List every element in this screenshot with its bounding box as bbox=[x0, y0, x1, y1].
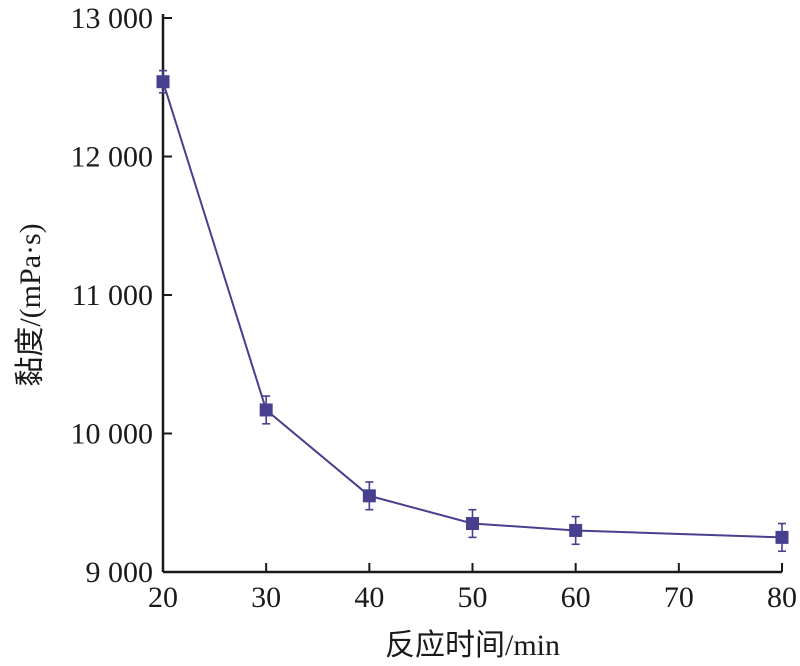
x-tick-label: 80 bbox=[767, 581, 797, 614]
y-tick-label: 13 000 bbox=[71, 2, 154, 35]
data-point bbox=[156, 75, 170, 89]
axes bbox=[161, 14, 782, 574]
series-layer bbox=[156, 69, 789, 553]
y-tick-label: 11 000 bbox=[72, 279, 153, 312]
y-tick-label: 12 000 bbox=[71, 141, 154, 174]
x-tick-label: 50 bbox=[458, 581, 488, 614]
x-ticks: 20 30 40 50 60 70 80 bbox=[148, 563, 797, 614]
x-tick-label: 70 bbox=[664, 581, 694, 614]
x-axis-label: 反应时间/min bbox=[385, 629, 560, 662]
data-point bbox=[775, 530, 789, 544]
data-point bbox=[362, 489, 376, 503]
y-tick-label: 10 000 bbox=[71, 418, 154, 451]
x-tick-label: 20 bbox=[148, 581, 178, 614]
data-point bbox=[569, 523, 583, 537]
x-tick-label: 40 bbox=[354, 581, 384, 614]
y-axis-label: 黏度/(mPa·s) bbox=[14, 223, 47, 386]
data-point bbox=[259, 403, 273, 417]
x-tick-label: 30 bbox=[251, 581, 281, 614]
data-point bbox=[466, 517, 479, 531]
x-tick-label: 60 bbox=[561, 581, 591, 614]
series-line bbox=[162, 81, 783, 539]
y-tick-label: 9 000 bbox=[86, 556, 154, 589]
y-ticks: 9 000 10 000 11 000 12 000 13 000 bbox=[71, 2, 172, 589]
